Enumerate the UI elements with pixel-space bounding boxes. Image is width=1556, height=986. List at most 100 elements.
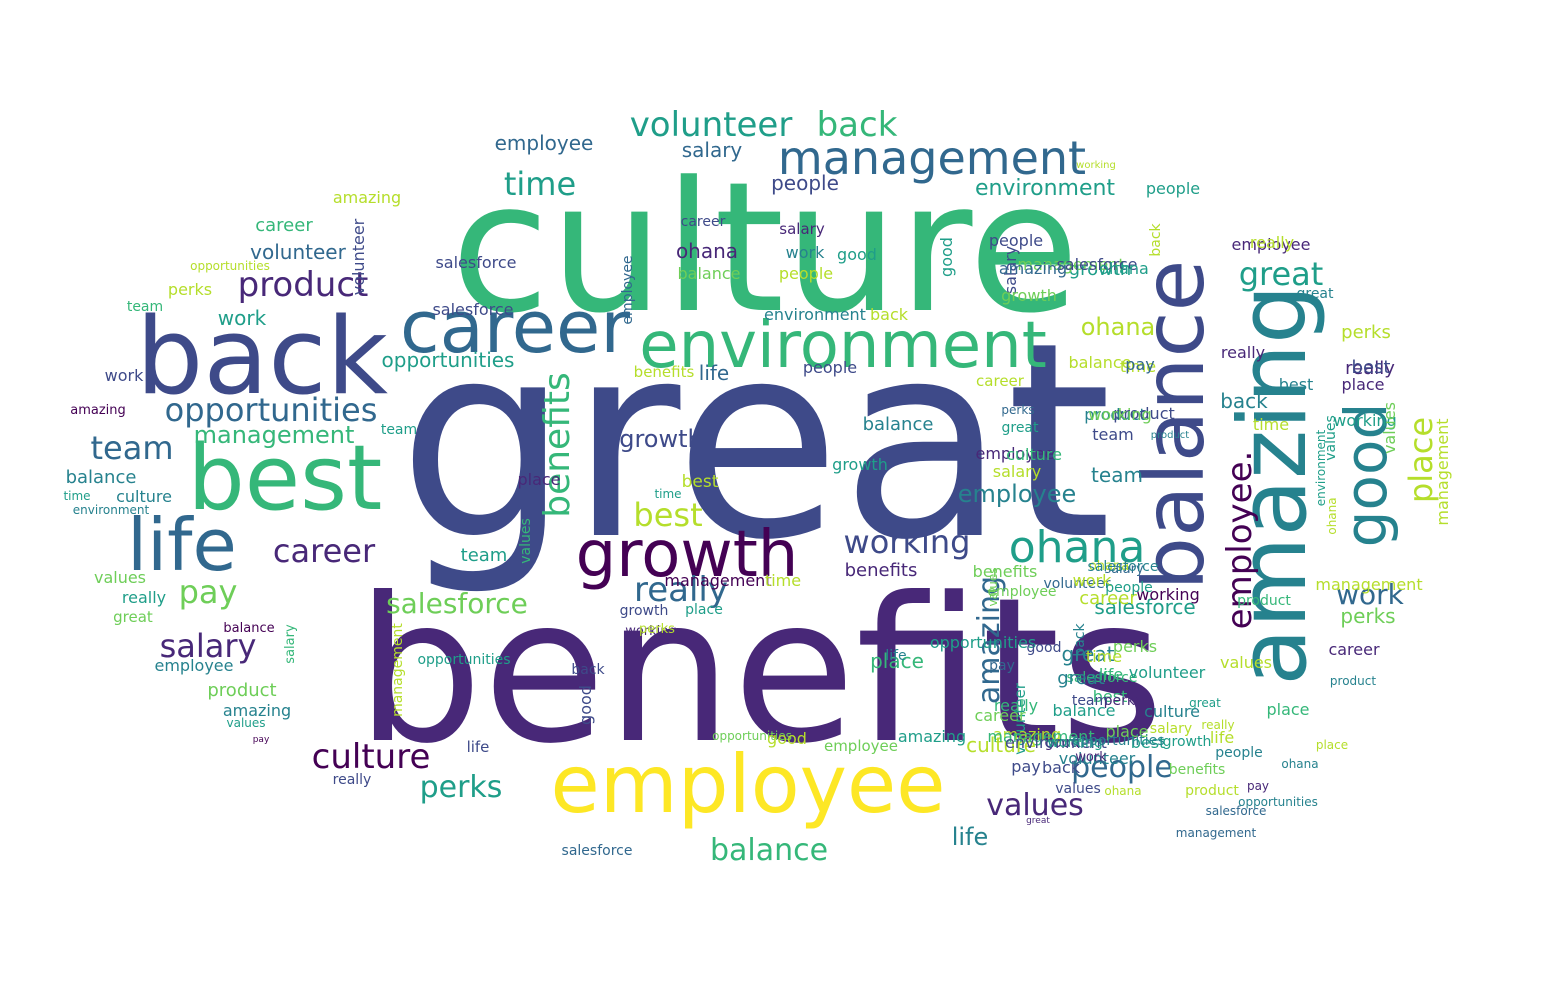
cloud-word-great: great (1057, 668, 1105, 689)
cloud-word-growth: growth (1069, 259, 1132, 280)
cloud-word-volunteer: volunteer (1044, 576, 1111, 592)
cloud-word-work: work (105, 366, 144, 385)
cloud-word-benefits: benefits (973, 562, 1038, 581)
cloud-word-culture: culture (312, 737, 431, 777)
cloud-word-life: life (1099, 665, 1123, 684)
cloud-word-opportunities: opportunities (190, 259, 270, 273)
cloud-word-team: team (1092, 425, 1134, 444)
cloud-word-benefits: benefits (634, 363, 695, 381)
cloud-word-values: values (1220, 653, 1272, 672)
cloud-word-volunteer: volunteer (1011, 682, 1029, 755)
cloud-word-environment: environment (73, 503, 150, 517)
cloud-word-pay: pay (1247, 779, 1269, 793)
cloud-word-pay: pay (179, 573, 238, 611)
cloud-word-management: management (664, 571, 771, 590)
cloud-word-great: great (1239, 255, 1324, 293)
cloud-word-perks: perks (420, 770, 503, 805)
cloud-word-ohana: ohana (1089, 559, 1129, 574)
cloud-word-good: good (837, 245, 877, 264)
cloud-word-good: good (1332, 403, 1400, 548)
cloud-word-time: time (765, 571, 801, 590)
cloud-word-team: team (90, 429, 173, 467)
cloud-word-really: really (333, 772, 372, 788)
cloud-word-good: good (576, 685, 595, 725)
cloud-word-environment: environment (1005, 733, 1107, 752)
cloud-word-team: team (461, 545, 508, 566)
cloud-word-values: values (1055, 781, 1101, 797)
cloud-word-product: product (1185, 783, 1239, 799)
cloud-word-salesforce: salesforce (432, 300, 513, 319)
cloud-word-management: management (1176, 826, 1257, 840)
cloud-word-life: life (952, 823, 989, 851)
cloud-word-ohana: ohana (676, 239, 738, 263)
cloud-word-values: values (1380, 402, 1399, 454)
cloud-word-best: best (188, 426, 383, 531)
cloud-word-balance: balance (1069, 353, 1132, 372)
cloud-word-really: really (994, 696, 1038, 715)
cloud-word-life: life (467, 738, 490, 756)
cloud-word-amazing: amazing (999, 259, 1067, 278)
cloud-word-people: people (1105, 580, 1152, 596)
cloud-word-salesforce: salesforce (435, 253, 516, 272)
cloud-word-salary: salary (160, 627, 257, 665)
cloud-word-perks: perks (1104, 693, 1143, 709)
cloud-word-product: product (1330, 674, 1376, 688)
cloud-word-environment: environment (639, 309, 1047, 383)
cloud-word-product: product (1237, 593, 1291, 609)
cloud-word-career: career (400, 285, 630, 369)
cloud-word-back: back (1042, 758, 1081, 777)
cloud-word-balance: balance (1053, 701, 1116, 720)
cloud-word-salary: salary (993, 462, 1041, 481)
cloud-word-employee: employee (976, 444, 1055, 463)
cloud-word-working: working (625, 624, 677, 639)
cloud-word-working: working (1136, 585, 1199, 604)
cloud-word-ohana: ohana (1281, 757, 1318, 771)
cloud-word-culture: culture (1144, 702, 1200, 721)
cloud-word-amazing: amazing (333, 188, 401, 207)
cloud-word-working: working (1088, 405, 1151, 424)
cloud-word-work: work (786, 243, 825, 262)
cloud-word-time: time (1253, 415, 1289, 434)
cloud-word-management: management (987, 727, 1094, 746)
cloud-word-product: product (1113, 404, 1175, 423)
cloud-word-working: working (1047, 735, 1103, 751)
cloud-word-volunteer: volunteer (1059, 749, 1136, 768)
cloud-word-working: working (844, 523, 971, 561)
cloud-word-management: management (390, 623, 406, 717)
cloud-word-balance: balance (223, 621, 274, 636)
cloud-word-career: career (1079, 588, 1137, 609)
cloud-word-salary: salary (1001, 246, 1020, 294)
cloud-word-great: great (113, 608, 153, 626)
cloud-word-best: best (1093, 687, 1128, 706)
cloud-word-volunteer: volunteer (250, 240, 346, 264)
cloud-word-time: time (504, 165, 576, 203)
cloud-word-time: time (654, 487, 681, 501)
cloud-word-team: team (127, 299, 163, 315)
cloud-word-life: life (127, 503, 237, 587)
cloud-word-back: back (817, 105, 898, 145)
cloud-word-pay: pay (1125, 355, 1154, 374)
cloud-word-employee: employee. (1220, 451, 1260, 630)
cloud-word-salesforce: salesforce (1088, 559, 1159, 575)
cloud-word-really: really (634, 570, 728, 610)
cloud-word-growth: growth (620, 603, 669, 619)
cloud-word-salesforce: salesforce (1206, 804, 1267, 818)
cloud-word-perks: perks (1001, 403, 1034, 417)
cloud-word-amazing: amazing (1219, 284, 1328, 685)
cloud-word-salary: salary (682, 138, 743, 162)
cloud-word-place: place (1105, 722, 1148, 741)
cloud-word-management: management (1315, 575, 1422, 594)
cloud-word-product: product (207, 680, 276, 701)
cloud-word-best: best (1131, 733, 1166, 752)
cloud-word-growth: growth (1163, 734, 1212, 750)
cloud-word-amazing: amazing (898, 727, 966, 746)
cloud-word-culture: culture (1006, 445, 1062, 464)
cloud-word-product: product (238, 265, 369, 305)
cloud-word-working: working (1076, 160, 1116, 171)
cloud-word-product: product (1084, 405, 1146, 424)
cloud-word-life: life (885, 648, 906, 664)
cloud-word-amazing: amazing (223, 701, 291, 720)
cloud-word-pay: pay (989, 658, 1015, 674)
cloud-word-work: work (218, 306, 267, 330)
